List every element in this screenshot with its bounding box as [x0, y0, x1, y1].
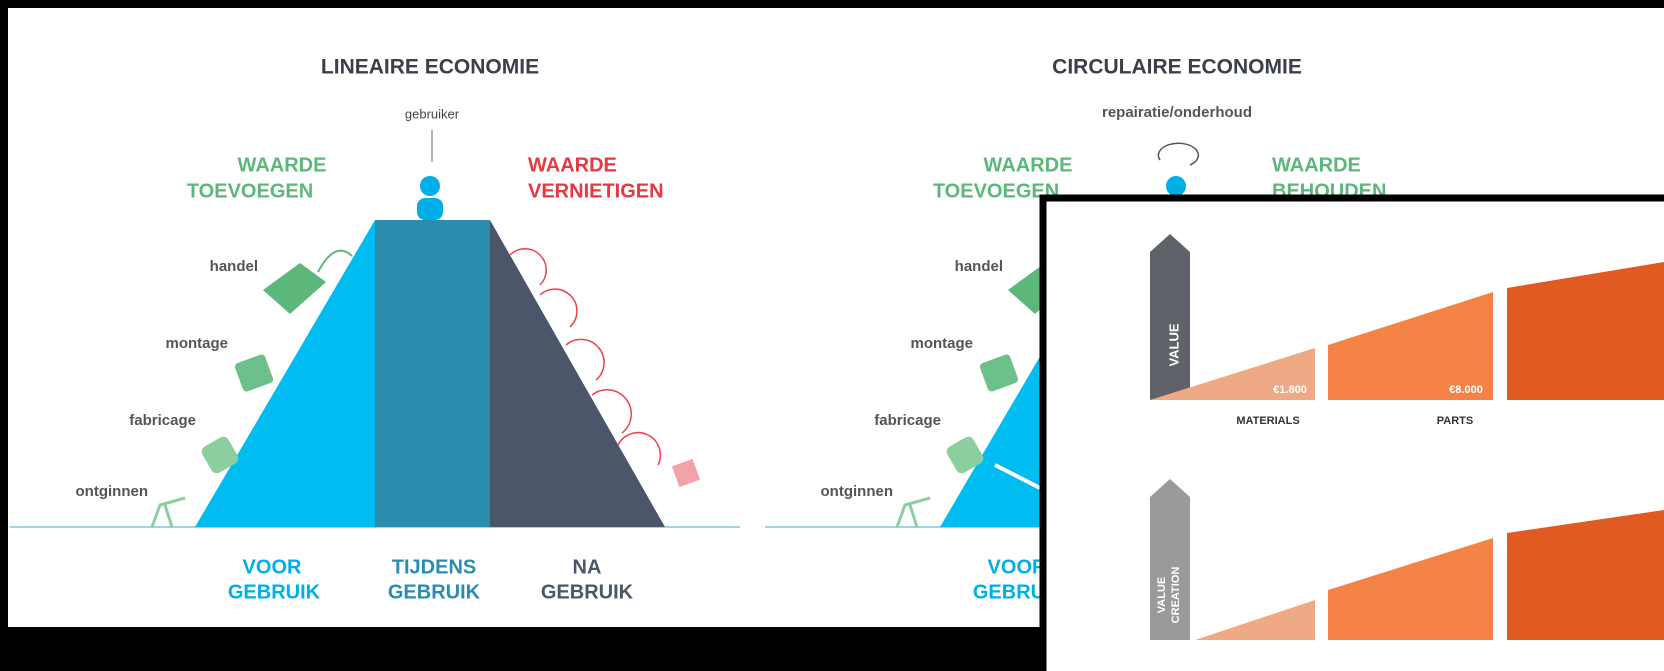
user-icon: [420, 176, 440, 196]
add-value: TOEVOEGEN: [933, 180, 1059, 202]
pump-icon: [895, 496, 931, 528]
add-value: WAARDE: [984, 154, 1073, 176]
phase-during: [375, 220, 490, 527]
destroy-value: VERNIETIGEN: [528, 180, 664, 202]
phase-label: VOOR: [988, 556, 1047, 578]
materials-bar: [1150, 348, 1315, 400]
price-label: €1.800: [1273, 384, 1307, 396]
puzzle-icon: [979, 354, 1019, 392]
puzzle-icon: [234, 354, 274, 392]
stage-label: PARTS: [1437, 415, 1473, 427]
phase-before: [195, 220, 375, 527]
step: ontginnen: [76, 483, 148, 500]
pump-icon: [150, 496, 186, 528]
step: fabricage: [874, 412, 941, 429]
phase-label: GEBRUIK: [541, 581, 634, 603]
axis-label: VALUE: [1166, 323, 1181, 366]
hand-icon: [201, 436, 239, 474]
step: ontginnen: [821, 483, 893, 500]
stage-label: MATERIALS: [1236, 415, 1299, 427]
user-label: repairatie/onderhoud: [1102, 104, 1252, 121]
step: handel: [955, 258, 1003, 275]
phase-label: NA: [573, 556, 602, 578]
user-icon: [1166, 176, 1186, 196]
add-value: TOEVOEGEN: [187, 180, 313, 202]
product-bar: [1507, 262, 1664, 400]
phase-after: [490, 220, 665, 527]
product-bar: [1507, 510, 1664, 640]
axis-label: CREATION: [1170, 567, 1182, 624]
step: fabricage: [129, 412, 196, 429]
tag-icon: [263, 263, 326, 314]
tag-string: [317, 249, 353, 273]
arrow: [994, 463, 1041, 490]
user-icon: [417, 198, 443, 220]
value-creation-arrow: [1150, 479, 1190, 640]
parts-bar: [1328, 292, 1493, 400]
phase-label: TIJDENS: [392, 556, 476, 578]
add-value: WAARDE: [238, 154, 327, 176]
loops: [509, 248, 662, 466]
phase-label: VOOR: [243, 556, 302, 578]
materials-bar: [1195, 600, 1315, 640]
linear-economy: LINEAIRE ECONOMIE gebruiker WAARDE TOEVO…: [10, 56, 740, 603]
title: CIRCULAIRE ECONOMIE: [1052, 56, 1302, 79]
phase-label: GEBRUIK: [388, 581, 481, 603]
waste-icon: [671, 458, 701, 488]
step: handel: [210, 258, 258, 275]
step: montage: [165, 335, 228, 352]
value-arrow: [1150, 234, 1190, 400]
step: montage: [910, 335, 973, 352]
price-label: €8.000: [1449, 384, 1483, 396]
title: LINEAIRE ECONOMIE: [321, 56, 539, 79]
parts-bar: [1328, 538, 1493, 640]
user-label: gebruiker: [405, 106, 460, 121]
repair-loop: [1157, 142, 1200, 166]
keep-value: WAARDE: [1272, 154, 1361, 176]
value-panel: VALUE €1.800 €8.000 MATERIALS PARTS VALU…: [1039, 194, 1664, 671]
hand-icon: [946, 436, 984, 474]
destroy-value: WAARDE: [528, 154, 617, 176]
phase-label: GEBRUIK: [228, 581, 321, 603]
axis-label: VALUE: [1156, 577, 1168, 613]
